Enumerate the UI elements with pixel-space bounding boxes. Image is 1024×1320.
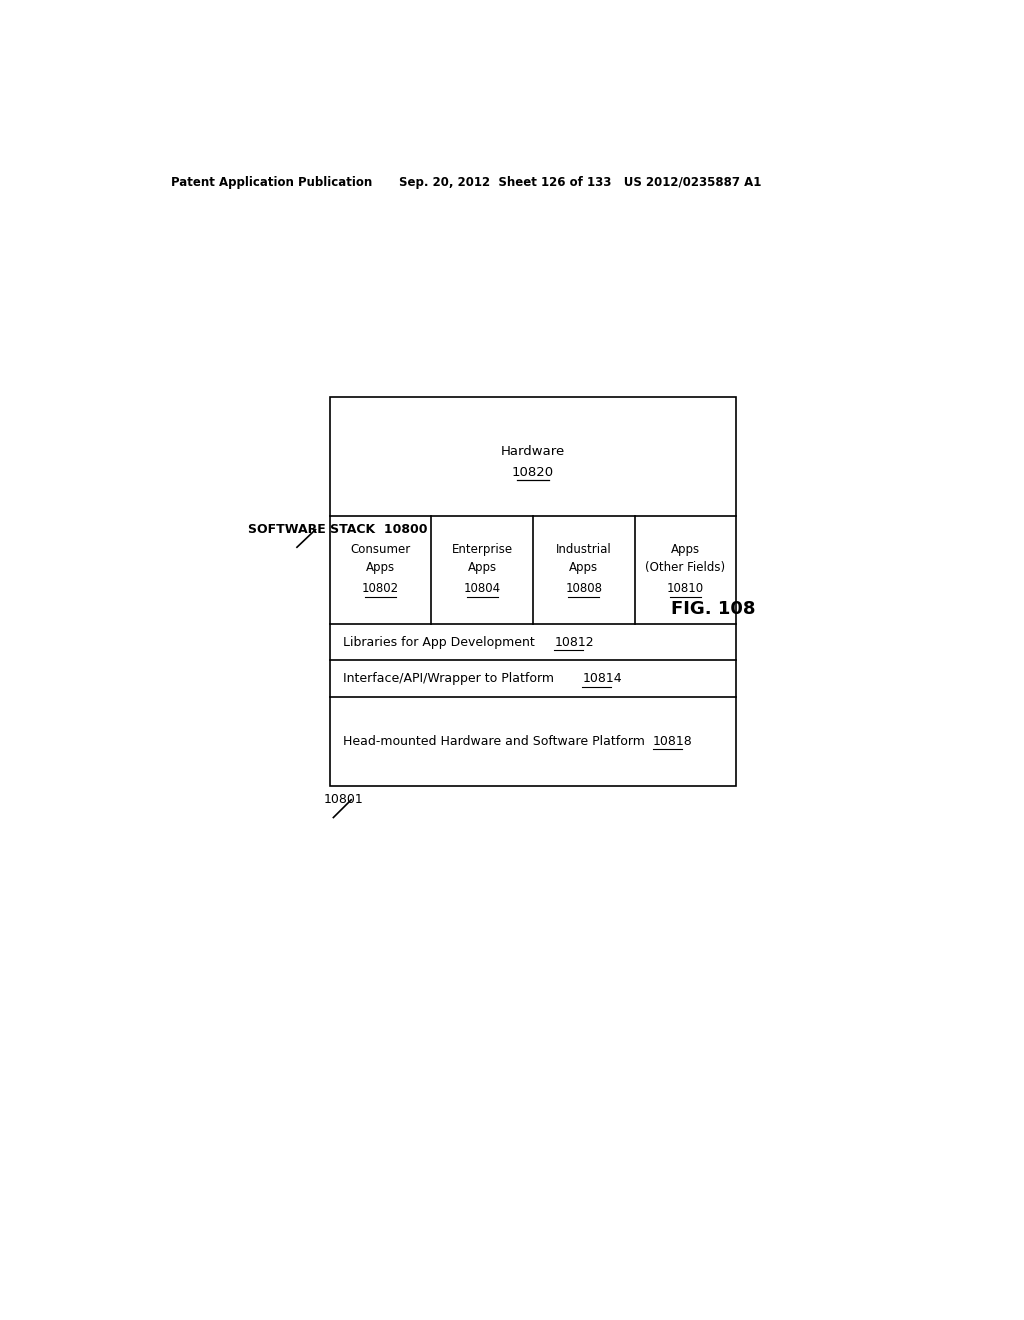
Text: Sep. 20, 2012  Sheet 126 of 133   US 2012/0235887 A1: Sep. 20, 2012 Sheet 126 of 133 US 2012/0…: [399, 176, 762, 189]
Text: 10808: 10808: [565, 582, 602, 595]
Text: Enterprise: Enterprise: [452, 543, 513, 556]
Text: Head-mounted Hardware and Software Platform: Head-mounted Hardware and Software Platf…: [343, 735, 645, 748]
Text: FIG. 108: FIG. 108: [671, 599, 756, 618]
Text: Apps: Apps: [671, 543, 700, 556]
Text: (Other Fields): (Other Fields): [645, 561, 726, 574]
Bar: [330, 397, 736, 785]
Text: Hardware: Hardware: [501, 445, 565, 458]
Text: 10818: 10818: [653, 735, 692, 748]
Text: 10801: 10801: [324, 793, 364, 807]
Text: 10804: 10804: [464, 582, 501, 595]
Text: SOFTWARE STACK  10800: SOFTWARE STACK 10800: [248, 523, 428, 536]
Text: Libraries for App Development: Libraries for App Development: [343, 636, 536, 649]
Text: 10802: 10802: [361, 582, 399, 595]
Text: Interface/API/Wrapper to Platform: Interface/API/Wrapper to Platform: [343, 672, 554, 685]
Text: 10820: 10820: [512, 466, 554, 479]
Text: Apps: Apps: [569, 561, 598, 574]
Text: Industrial: Industrial: [556, 543, 611, 556]
Text: 10812: 10812: [554, 636, 594, 649]
Text: Apps: Apps: [468, 561, 497, 574]
Text: Patent Application Publication: Patent Application Publication: [171, 176, 372, 189]
Text: 10810: 10810: [667, 582, 705, 595]
Text: 10814: 10814: [583, 672, 622, 685]
Text: Apps: Apps: [366, 561, 395, 574]
Text: Consumer: Consumer: [350, 543, 411, 556]
